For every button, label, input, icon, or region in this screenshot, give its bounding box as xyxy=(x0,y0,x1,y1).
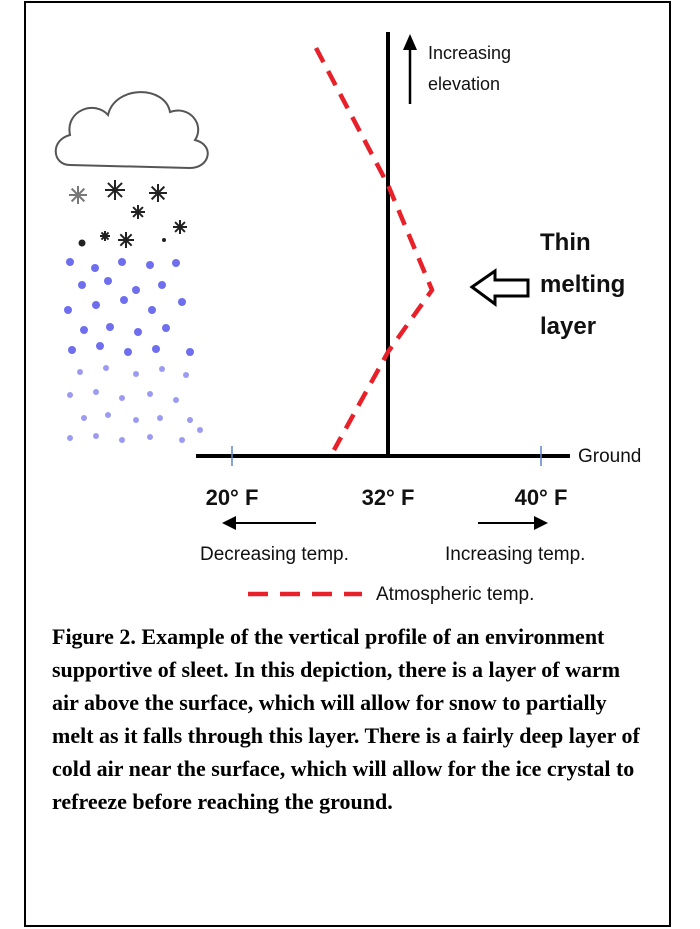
sleet-pellet xyxy=(179,437,185,443)
sleet-pellet xyxy=(118,258,126,266)
atmospheric-temp-line xyxy=(314,46,435,452)
sleet-pellet xyxy=(81,415,87,421)
snowflake-icon xyxy=(149,184,167,202)
sleet-pellet xyxy=(104,277,112,285)
increasing-temp-label: Increasing temp. xyxy=(445,544,585,565)
tick-label-20f: 20° F xyxy=(206,485,259,510)
sleet-pellet xyxy=(134,328,142,336)
melt-label-line2: melting xyxy=(540,271,625,298)
sleet-pellet xyxy=(77,369,83,375)
sleet-pellet xyxy=(105,412,111,418)
sleet-pellet xyxy=(66,258,74,266)
sleet-pellet xyxy=(64,306,72,314)
snowflake-icon xyxy=(69,186,87,204)
sleet-pellet xyxy=(147,391,153,397)
elevation-label-line2: elevation xyxy=(428,74,500,94)
sleet-pellet xyxy=(162,238,166,242)
sleet-pellet xyxy=(106,323,114,331)
decreasing-temp-label: Decreasing temp. xyxy=(200,544,349,565)
sleet-pellet xyxy=(80,326,88,334)
sleet-pellet xyxy=(119,395,125,401)
snowflake-icon xyxy=(118,232,134,248)
sleet-pellet xyxy=(78,239,86,247)
sleet-pellet xyxy=(103,365,109,371)
melt-pointer-arrow-icon xyxy=(469,268,530,307)
melt-label-line3: layer xyxy=(540,313,596,340)
sleet-pellet xyxy=(186,348,194,356)
sleet-pellet xyxy=(158,281,166,289)
sleet-pellet xyxy=(178,298,186,306)
sleet-pellet xyxy=(148,306,156,314)
elevation-arrowhead xyxy=(403,34,417,50)
snowflake-icon xyxy=(105,180,125,200)
sleet-pellet xyxy=(67,392,73,398)
sleet-pellet xyxy=(96,342,104,350)
sleet-pellet xyxy=(159,366,165,372)
tick-label-40f: 40° F xyxy=(515,485,568,510)
snowflake-icon xyxy=(131,205,145,219)
sleet-pellet xyxy=(124,348,132,356)
sleet-pellet xyxy=(162,324,170,332)
figure-caption: Figure 2. Example of the vertical profil… xyxy=(52,624,640,814)
snowflake-icon xyxy=(100,231,110,241)
snowflake-icon xyxy=(173,220,187,234)
sleet-pellet xyxy=(132,286,140,294)
precipitation-group xyxy=(64,180,203,443)
sleet-profile-diagram: Increasing elevation Thin melting layer … xyxy=(54,32,641,605)
sleet-pellet xyxy=(93,389,99,395)
sleet-pellet xyxy=(173,397,179,403)
sleet-pellet xyxy=(91,264,99,272)
tick-label-32f: 32° F xyxy=(362,485,415,510)
increasing-arrowhead xyxy=(534,516,548,530)
cloud-icon xyxy=(54,91,209,170)
sleet-pellet xyxy=(187,417,193,423)
sleet-pellet xyxy=(157,415,163,421)
sleet-pellet xyxy=(172,259,180,267)
sleet-pellet xyxy=(197,427,203,433)
sleet-pellet xyxy=(93,433,99,439)
sleet-pellet xyxy=(78,281,86,289)
decreasing-arrowhead xyxy=(222,516,236,530)
sleet-pellet xyxy=(133,417,139,423)
sleet-pellet xyxy=(68,346,76,354)
sleet-pellet xyxy=(146,261,154,269)
sleet-pellet xyxy=(92,301,100,309)
sleet-pellet xyxy=(119,437,125,443)
sleet-pellet xyxy=(133,371,139,377)
sleet-pellet xyxy=(120,296,128,304)
legend-label: Atmospheric temp. xyxy=(376,584,534,605)
elevation-label-line1: Increasing xyxy=(428,43,511,63)
ground-label: Ground xyxy=(578,446,641,467)
sleet-pellet xyxy=(147,434,153,440)
sleet-pellet xyxy=(152,345,160,353)
melt-label-line1: Thin xyxy=(540,229,591,256)
sleet-pellet xyxy=(183,372,189,378)
sleet-pellet xyxy=(67,435,73,441)
